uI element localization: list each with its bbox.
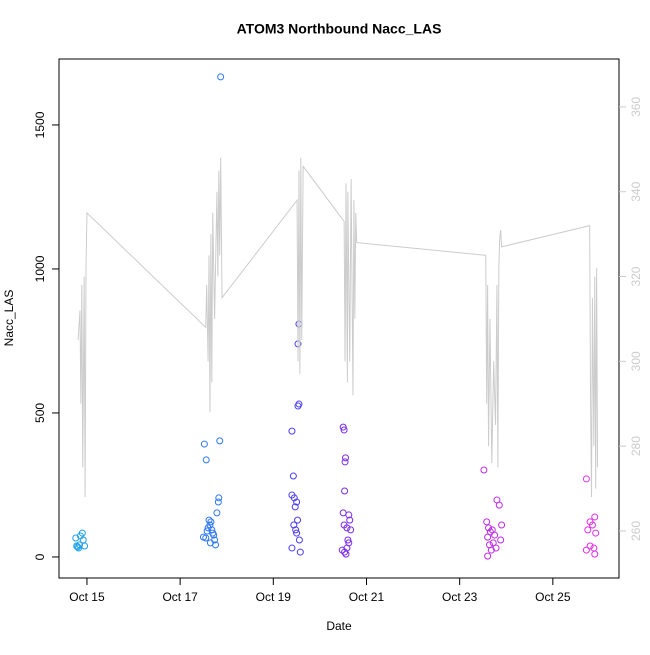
point	[591, 550, 599, 558]
point	[491, 531, 499, 539]
y-axis-label: Nacc_LAS	[2, 290, 16, 347]
point	[288, 427, 296, 435]
point	[341, 487, 349, 495]
y2-tick-label: 320	[629, 266, 643, 286]
point	[202, 456, 210, 464]
y-tick-label: 1000	[33, 255, 47, 282]
point	[217, 73, 225, 81]
point	[341, 548, 349, 556]
point	[339, 423, 347, 431]
x-tick-label: Oct 25	[535, 590, 571, 604]
point	[296, 548, 304, 556]
point	[342, 454, 350, 462]
point	[584, 526, 592, 534]
point	[483, 518, 491, 526]
point	[343, 524, 351, 532]
point	[205, 516, 213, 524]
point	[72, 534, 80, 542]
y2-line	[77, 157, 599, 498]
chart-title: ATOM3 Northbound Nacc_LAS	[237, 21, 442, 37]
x-tick-label: Oct 17	[162, 590, 198, 604]
point	[489, 539, 497, 547]
point	[292, 526, 300, 534]
point	[295, 536, 303, 544]
point	[495, 501, 503, 509]
x-tick-label: Oct 21	[349, 590, 385, 604]
point	[212, 541, 220, 549]
point	[294, 516, 302, 524]
point	[591, 513, 599, 521]
y-tick-label: 0	[33, 553, 47, 560]
point	[342, 550, 350, 558]
point	[338, 546, 346, 554]
point	[291, 503, 299, 511]
x-tick-label: Oct 23	[442, 590, 478, 604]
point	[288, 544, 296, 552]
point	[215, 494, 223, 502]
y-tick-label: 500	[33, 403, 47, 423]
y2-tick-label: 260	[629, 521, 643, 541]
point	[345, 511, 353, 519]
point	[289, 472, 297, 480]
point	[204, 524, 212, 532]
x-tick-label: Oct 15	[69, 590, 105, 604]
point	[293, 529, 301, 537]
point	[74, 543, 82, 551]
point	[485, 524, 493, 532]
plot-frame	[58, 58, 620, 579]
point	[213, 509, 221, 517]
y2-tick-label: 340	[629, 181, 643, 201]
point	[75, 541, 83, 549]
point	[492, 544, 500, 552]
y2-tick-label: 360	[629, 97, 643, 117]
point	[340, 426, 348, 434]
point	[484, 552, 492, 560]
x-axis-label: Date	[326, 619, 352, 633]
x-tick-label: Oct 19	[256, 590, 292, 604]
point	[582, 475, 590, 483]
point	[341, 458, 349, 466]
point	[498, 521, 506, 529]
point	[290, 494, 298, 502]
point	[214, 498, 222, 506]
point	[346, 516, 354, 524]
point	[592, 529, 600, 537]
y2-tick-label: 300	[629, 351, 643, 371]
point	[487, 546, 495, 554]
point	[81, 542, 89, 550]
point	[347, 526, 355, 534]
point	[582, 546, 590, 554]
point	[484, 533, 492, 541]
y2-tick-label: 280	[629, 436, 643, 456]
point	[293, 498, 301, 506]
point	[78, 529, 86, 537]
point	[207, 518, 215, 526]
point	[497, 536, 505, 544]
point	[75, 544, 83, 552]
point	[586, 542, 594, 550]
point	[294, 402, 302, 410]
point	[588, 521, 596, 529]
point	[216, 437, 224, 445]
y-tick-label: 1500	[33, 111, 47, 138]
point	[295, 320, 303, 328]
point	[199, 533, 207, 541]
point	[344, 536, 352, 544]
point	[200, 440, 208, 448]
point	[480, 466, 488, 474]
point	[210, 531, 218, 539]
